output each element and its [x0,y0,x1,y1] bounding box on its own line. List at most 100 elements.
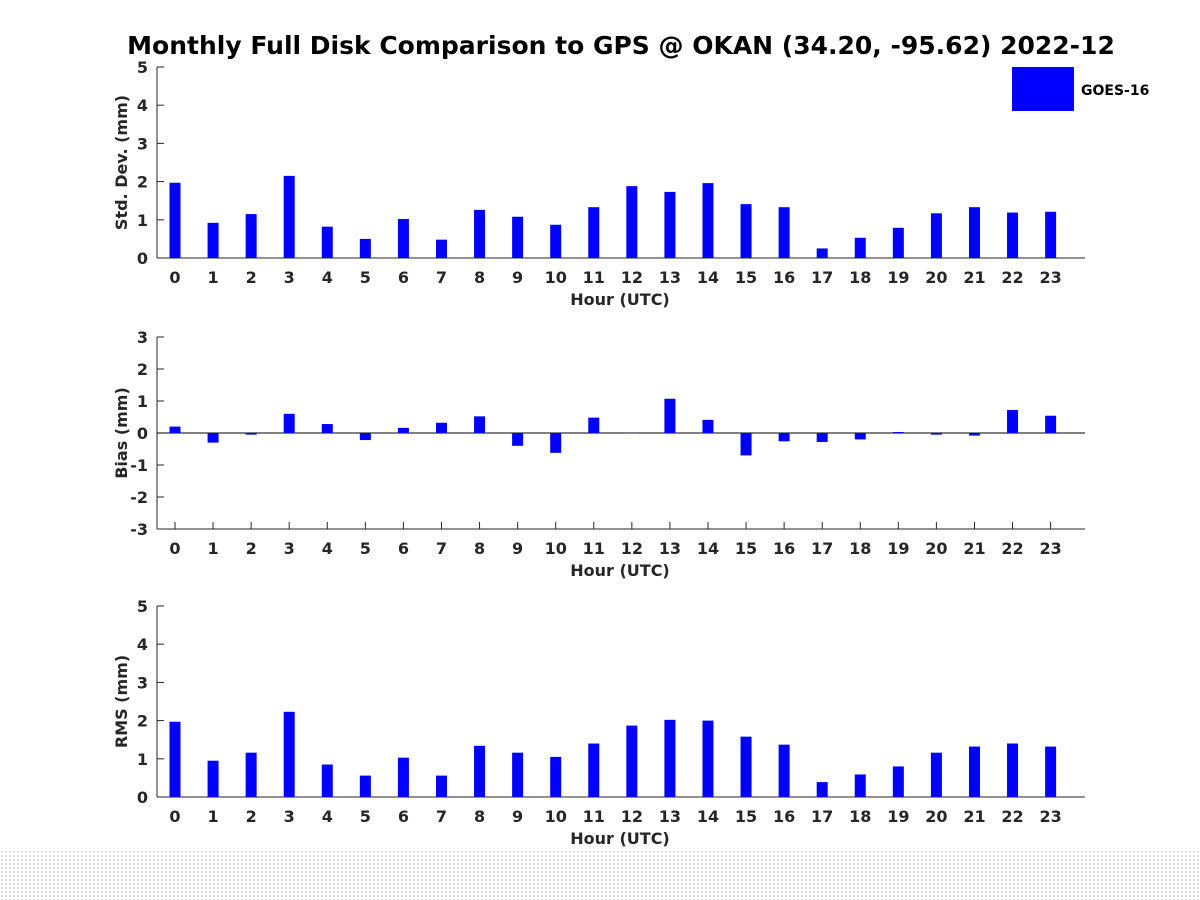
y-tick-label: 3 [137,134,148,153]
x-tick-label: 5 [360,807,371,826]
x-tick-label: 19 [887,539,909,558]
x-tick-label: 16 [773,539,795,558]
x-tick-label: 12 [621,807,643,826]
x-tick-label: 3 [284,268,295,287]
rms-bar-hour-12 [626,725,638,797]
rms-bar-hour-13 [664,719,676,797]
x-tick-label: 5 [360,539,371,558]
bias-bar-hour-15 [740,433,752,456]
x-tick-label: 20 [925,539,947,558]
x-tick-label: 17 [811,539,833,558]
x-tick-label: 19 [887,807,909,826]
x-tick-label: 14 [697,807,719,826]
std-dev-bar-hour-14 [702,183,714,258]
rms-bar-hour-0 [169,721,181,797]
std-dev-bar-hour-21 [968,207,980,258]
x-tick-label: 11 [583,268,605,287]
bias-bar-hour-2 [245,433,257,435]
x-tick-label: 0 [169,539,180,558]
bias-bar-hour-22 [1007,409,1019,433]
y-tick-label: 3 [137,673,148,692]
x-tick-label: 17 [811,807,833,826]
x-tick-label: 18 [849,539,871,558]
bias-bar-hour-14 [702,419,714,433]
y-tick-label: -3 [130,520,148,539]
rms-bar-hour-7 [435,775,447,797]
x-tick-label: 13 [659,807,681,826]
y-tick-label: 1 [137,750,148,769]
x-tick-label: 8 [474,539,485,558]
x-tick-label: 6 [398,539,409,558]
x-tick-label: 6 [398,268,409,287]
std-dev-bar-hour-5 [359,238,371,258]
rms-bar-hour-18 [854,774,866,797]
std-dev-bar-hour-18 [854,237,866,258]
rms-y-label: RMS (mm) [112,655,131,748]
y-tick-label: 2 [137,360,148,379]
x-tick-label: 16 [773,268,795,287]
bias-bar-hour-13 [664,398,676,433]
x-tick-label: 15 [735,807,757,826]
x-tick-label: 3 [284,539,295,558]
rms-bar-hour-2 [245,752,257,797]
bias-bar-hour-23 [1045,415,1057,433]
y-tick-label: 0 [137,249,148,268]
x-tick-label: 16 [773,807,795,826]
bias-bar-hour-9 [512,433,524,446]
x-tick-label: 1 [207,268,218,287]
bias-bar-hour-8 [474,416,486,433]
x-tick-label: 14 [697,539,719,558]
rms-bar-hour-11 [588,743,600,797]
x-tick-label: 8 [474,268,485,287]
rms-bar-hour-21 [968,746,980,797]
std-dev-y-label: Std. Dev. (mm) [112,95,131,230]
x-tick-label: 9 [512,268,523,287]
std-dev-bar-hour-12 [626,186,638,258]
std-dev-bar-hour-2 [245,214,257,258]
bias-bar-hour-21 [968,433,980,436]
x-tick-label: 21 [963,539,985,558]
x-tick-label: 13 [659,268,681,287]
rms-bar-hour-6 [397,757,409,797]
x-tick-label: 0 [169,807,180,826]
std-dev-bar-hour-8 [474,209,486,258]
x-tick-label: 5 [360,268,371,287]
y-tick-label: 0 [137,788,148,807]
bias-x-label: Hour (UTC) [570,561,670,580]
std-dev-bar-hour-3 [283,175,295,258]
x-tick-label: 10 [545,268,567,287]
x-tick-label: 2 [246,268,257,287]
bias-bar-hour-11 [588,417,600,433]
x-tick-label: 15 [735,268,757,287]
x-tick-label: 11 [583,807,605,826]
x-tick-label: 23 [1039,539,1061,558]
bias-bar-hour-18 [854,433,866,440]
x-tick-label: 18 [849,268,871,287]
x-tick-label: 23 [1039,268,1061,287]
std-dev-bar-hour-23 [1045,211,1057,258]
y-tick-label: -1 [130,456,148,475]
x-tick-label: 1 [207,539,218,558]
x-tick-label: 2 [246,807,257,826]
x-tick-label: 0 [169,268,180,287]
std-dev-bar-hour-4 [321,226,333,258]
x-tick-label: 19 [887,268,909,287]
x-tick-label: 23 [1039,807,1061,826]
std-dev-bar-hour-13 [664,191,676,258]
legend: GOES-16 [1012,67,1149,111]
std-dev-bar-hour-0 [169,182,181,258]
bias-bar-hour-17 [816,433,828,442]
bias-bar-hour-0 [169,426,181,433]
y-tick-label: 2 [137,712,148,731]
y-tick-label: 1 [137,392,148,411]
x-tick-label: 20 [925,807,947,826]
x-tick-label: 4 [322,539,333,558]
std-dev-bar-hour-6 [397,219,409,258]
legend-label-goes-16: GOES-16 [1081,83,1149,99]
x-tick-label: 7 [436,539,447,558]
std-dev-x-label: Hour (UTC) [570,290,670,309]
rms-bar-hour-23 [1045,746,1057,797]
x-tick-label: 21 [963,268,985,287]
